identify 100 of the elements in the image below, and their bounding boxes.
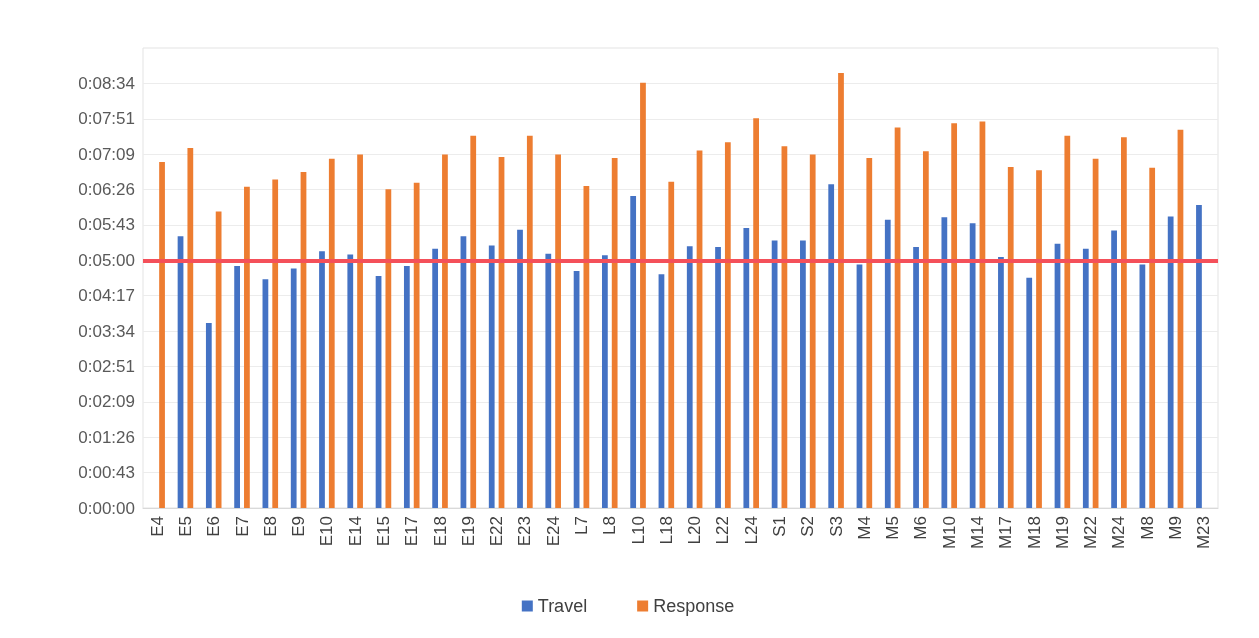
bar bbox=[809, 154, 816, 508]
x-tick-label: S1 bbox=[770, 516, 790, 537]
x-tick-label: L24 bbox=[741, 516, 761, 545]
x-tick-label: E19 bbox=[458, 516, 478, 547]
x-tick-label: E22 bbox=[487, 516, 507, 547]
x-tick-label: L7 bbox=[571, 516, 591, 535]
x-tick-label: M23 bbox=[1194, 516, 1214, 550]
x-tick-label: L20 bbox=[685, 516, 705, 545]
bar bbox=[432, 248, 439, 508]
y-tick-label: 0:03:34 bbox=[78, 321, 135, 341]
bar bbox=[159, 162, 165, 508]
x-tick-label: M5 bbox=[883, 516, 903, 540]
bar bbox=[385, 189, 392, 508]
y-tick-label: 0:05:43 bbox=[78, 215, 135, 235]
bar bbox=[319, 251, 325, 508]
bar bbox=[234, 266, 240, 508]
bar bbox=[517, 229, 523, 508]
x-tick-label: S3 bbox=[826, 516, 846, 537]
bar bbox=[630, 195, 637, 508]
x-tick-label: M9 bbox=[1166, 516, 1186, 540]
bar bbox=[1007, 167, 1014, 508]
bar bbox=[602, 255, 608, 508]
x-tick-label: E4 bbox=[147, 516, 167, 537]
bar bbox=[866, 157, 873, 508]
x-tick-label: M18 bbox=[1024, 516, 1044, 550]
legend-label: Response bbox=[653, 596, 735, 616]
bar bbox=[347, 254, 354, 508]
bar bbox=[555, 154, 561, 508]
x-tick-label: E7 bbox=[232, 516, 252, 537]
x-tick-label: E9 bbox=[289, 516, 309, 537]
bar bbox=[290, 268, 297, 508]
bar bbox=[724, 142, 731, 508]
bar bbox=[951, 123, 958, 508]
bar bbox=[668, 181, 675, 508]
bar bbox=[640, 82, 646, 508]
bar bbox=[1196, 204, 1202, 508]
x-tick-label: E10 bbox=[317, 516, 337, 547]
y-tick-label: 0:07:51 bbox=[78, 109, 135, 129]
bar bbox=[913, 247, 919, 508]
x-tick-label: S2 bbox=[798, 516, 818, 537]
x-tick-label: L8 bbox=[600, 516, 620, 535]
x-tick-label: E17 bbox=[402, 516, 422, 547]
bar bbox=[998, 257, 1004, 508]
bar bbox=[205, 323, 212, 508]
bar bbox=[611, 157, 618, 508]
x-tick-label: E24 bbox=[543, 516, 563, 547]
x-tick-label: E23 bbox=[515, 516, 535, 547]
bar bbox=[244, 186, 250, 508]
bar bbox=[272, 179, 279, 508]
bar bbox=[1026, 277, 1033, 508]
x-tick-label: M4 bbox=[854, 516, 874, 540]
bar bbox=[413, 182, 420, 508]
bar bbox=[838, 72, 844, 508]
x-tick-label: E6 bbox=[204, 516, 224, 537]
legend-label: Travel bbox=[537, 596, 588, 616]
bar bbox=[1064, 135, 1071, 508]
bar bbox=[215, 211, 222, 508]
bar bbox=[800, 240, 806, 508]
x-tick-label: M17 bbox=[996, 516, 1016, 550]
bar bbox=[187, 148, 194, 508]
x-tick-label: L18 bbox=[656, 516, 676, 545]
bar bbox=[715, 247, 721, 508]
y-tick-label: 0:05:00 bbox=[78, 250, 135, 270]
x-tick-label: E5 bbox=[175, 516, 195, 537]
bar bbox=[470, 135, 477, 508]
x-tick-label: E8 bbox=[260, 516, 280, 537]
x-tick-label: M24 bbox=[1109, 516, 1129, 550]
bar bbox=[357, 154, 363, 508]
x-tick-label: M19 bbox=[1052, 516, 1072, 550]
bar bbox=[545, 253, 552, 508]
x-tick-label: M6 bbox=[911, 516, 931, 540]
x-tick-label: L10 bbox=[628, 516, 648, 545]
x-tick-label: E18 bbox=[430, 516, 450, 547]
bar bbox=[753, 118, 759, 508]
x-tick-label: M14 bbox=[968, 516, 988, 550]
bar bbox=[526, 135, 533, 508]
y-tick-label: 0:02:09 bbox=[78, 392, 135, 412]
y-tick-label: 0:07:09 bbox=[78, 144, 135, 164]
bar bbox=[1167, 216, 1174, 508]
bar bbox=[686, 246, 693, 508]
bar bbox=[1121, 137, 1127, 508]
x-tick-label: M22 bbox=[1081, 516, 1101, 550]
bar bbox=[442, 154, 448, 508]
bar bbox=[403, 266, 410, 508]
bar bbox=[1036, 170, 1042, 508]
y-tick-label: 0:08:34 bbox=[78, 73, 135, 93]
bar bbox=[1111, 230, 1117, 508]
bar bbox=[1149, 167, 1156, 508]
y-tick-label: 0:01:26 bbox=[78, 427, 135, 447]
bar bbox=[969, 223, 976, 508]
x-tick-label: E14 bbox=[345, 516, 365, 547]
bar bbox=[1082, 248, 1089, 508]
x-tick-label: M8 bbox=[1137, 516, 1157, 540]
y-tick-label: 0:02:51 bbox=[78, 356, 135, 376]
bar bbox=[328, 158, 335, 508]
bar bbox=[488, 245, 495, 508]
x-tick-label: M10 bbox=[939, 516, 959, 550]
y-tick-label: 0:00:00 bbox=[78, 498, 135, 518]
y-tick-label: 0:04:17 bbox=[78, 286, 135, 306]
bar bbox=[884, 219, 891, 508]
